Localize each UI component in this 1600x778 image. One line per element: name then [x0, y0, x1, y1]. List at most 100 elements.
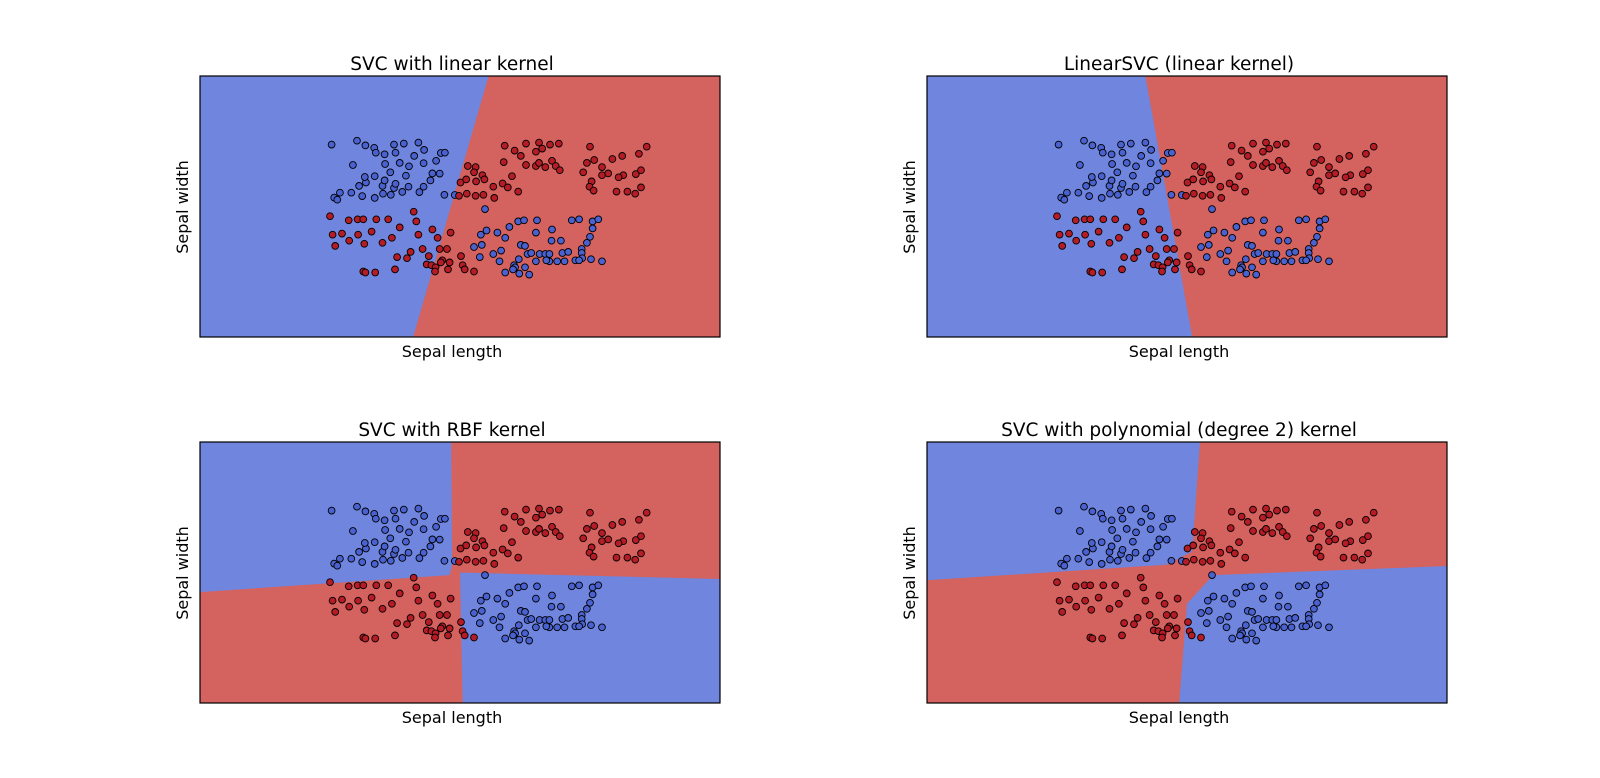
data-point-red: [1160, 233, 1169, 242]
data-point-red: [431, 633, 439, 642]
data-point-blue: [1313, 232, 1321, 241]
axes-frame: [199, 75, 721, 338]
data-point-blue: [370, 560, 379, 568]
data-point-red: [1087, 605, 1096, 614]
data-point-red: [489, 548, 498, 557]
data-point-blue: [1168, 148, 1176, 157]
data-point-red: [418, 245, 427, 253]
data-point-red: [1197, 534, 1205, 543]
data-point-blue: [505, 589, 514, 597]
data-point-blue: [428, 169, 437, 178]
data-point-red: [1362, 515, 1370, 524]
data-point-blue: [1228, 599, 1237, 608]
data-point-red: [479, 556, 488, 565]
data-point-blue: [391, 179, 400, 188]
data-point-red: [445, 624, 454, 633]
data-point-red: [331, 242, 340, 250]
data-point-blue: [347, 554, 356, 563]
data-point-red: [354, 230, 362, 239]
data-point-blue: [1275, 225, 1283, 234]
data-point-red: [1230, 183, 1239, 192]
data-point-red: [436, 624, 445, 633]
data-point-red: [435, 611, 444, 619]
data-point-blue: [1294, 216, 1303, 225]
data-point-red: [1130, 620, 1138, 629]
data-point-red: [637, 183, 645, 192]
data-point-red: [433, 599, 442, 608]
data-point-red: [1331, 169, 1340, 178]
data-point-red: [1105, 238, 1114, 247]
data-point-red: [1281, 505, 1290, 514]
data-point-red: [1133, 248, 1142, 256]
data-point-red: [1237, 512, 1246, 521]
data-point-blue: [441, 514, 449, 523]
data-point-red: [1317, 156, 1326, 164]
data-point-blue: [1294, 582, 1303, 591]
data-point-red: [1265, 510, 1274, 519]
y-axis-label: Sepal width: [173, 526, 192, 620]
data-point-blue: [1284, 602, 1292, 611]
data-point-blue: [1254, 249, 1263, 257]
data-point-blue: [398, 554, 407, 562]
data-point-blue: [547, 236, 556, 245]
data-point-blue: [1159, 156, 1167, 165]
data-point-blue: [428, 535, 437, 544]
data-point-red: [403, 620, 411, 629]
data-point-red: [388, 233, 396, 242]
data-point-red: [1122, 223, 1131, 232]
data-point-blue: [1097, 538, 1106, 547]
data-point-blue: [501, 634, 510, 643]
data-point-red: [1350, 553, 1359, 562]
data-point-red: [1225, 179, 1234, 188]
plot-area-linearsvc: [926, 75, 1448, 338]
data-point-red: [554, 505, 563, 514]
data-point-red: [522, 505, 530, 514]
data-point-blue: [410, 518, 419, 526]
data-point-red: [1206, 190, 1215, 199]
data-point-blue: [525, 270, 534, 279]
data-point-red: [1087, 239, 1096, 248]
data-point-blue: [336, 188, 344, 197]
data-point-blue: [371, 148, 380, 157]
data-point-blue: [1310, 238, 1318, 247]
data-point-red: [1172, 258, 1181, 267]
data-point-blue: [1146, 548, 1155, 557]
data-point-red: [460, 265, 469, 274]
data-point-red: [395, 223, 404, 232]
plot-area-svc-rbf: [199, 441, 721, 704]
data-point-red: [1071, 216, 1080, 225]
data-point-red: [1182, 557, 1190, 566]
data-point-red: [1141, 596, 1150, 605]
data-point-blue: [1242, 635, 1251, 644]
data-point-red: [1162, 611, 1171, 619]
data-point-blue: [386, 556, 395, 565]
data-point-red: [1358, 536, 1367, 544]
data-point-red: [516, 152, 525, 160]
data-point-blue: [1222, 623, 1231, 632]
data-point-blue: [598, 623, 606, 632]
data-point-blue: [482, 592, 491, 601]
data-point-blue: [1269, 256, 1278, 265]
data-point-red: [367, 227, 376, 236]
data-point-blue: [588, 590, 597, 599]
data-point-blue: [1242, 269, 1251, 278]
data-point-blue: [525, 636, 534, 645]
data-point-blue: [1076, 161, 1084, 169]
data-point-blue: [1247, 216, 1255, 225]
plot-area-svc-poly: [926, 441, 1448, 704]
data-point-blue: [533, 216, 541, 225]
data-point-blue: [594, 581, 603, 590]
data-point-blue: [391, 148, 400, 157]
data-point-blue: [1113, 168, 1122, 177]
data-point-red: [338, 229, 346, 238]
data-point-red: [1364, 166, 1372, 175]
data-point-blue: [1315, 590, 1324, 599]
data-point-blue: [1248, 608, 1256, 616]
data-point-red: [1235, 172, 1243, 181]
data-point-blue: [1074, 188, 1083, 197]
data-point-red: [1325, 529, 1333, 537]
data-point-red: [480, 175, 489, 184]
data-point-red: [618, 152, 627, 160]
data-point-red: [1364, 532, 1372, 541]
data-point-red: [1199, 543, 1207, 552]
